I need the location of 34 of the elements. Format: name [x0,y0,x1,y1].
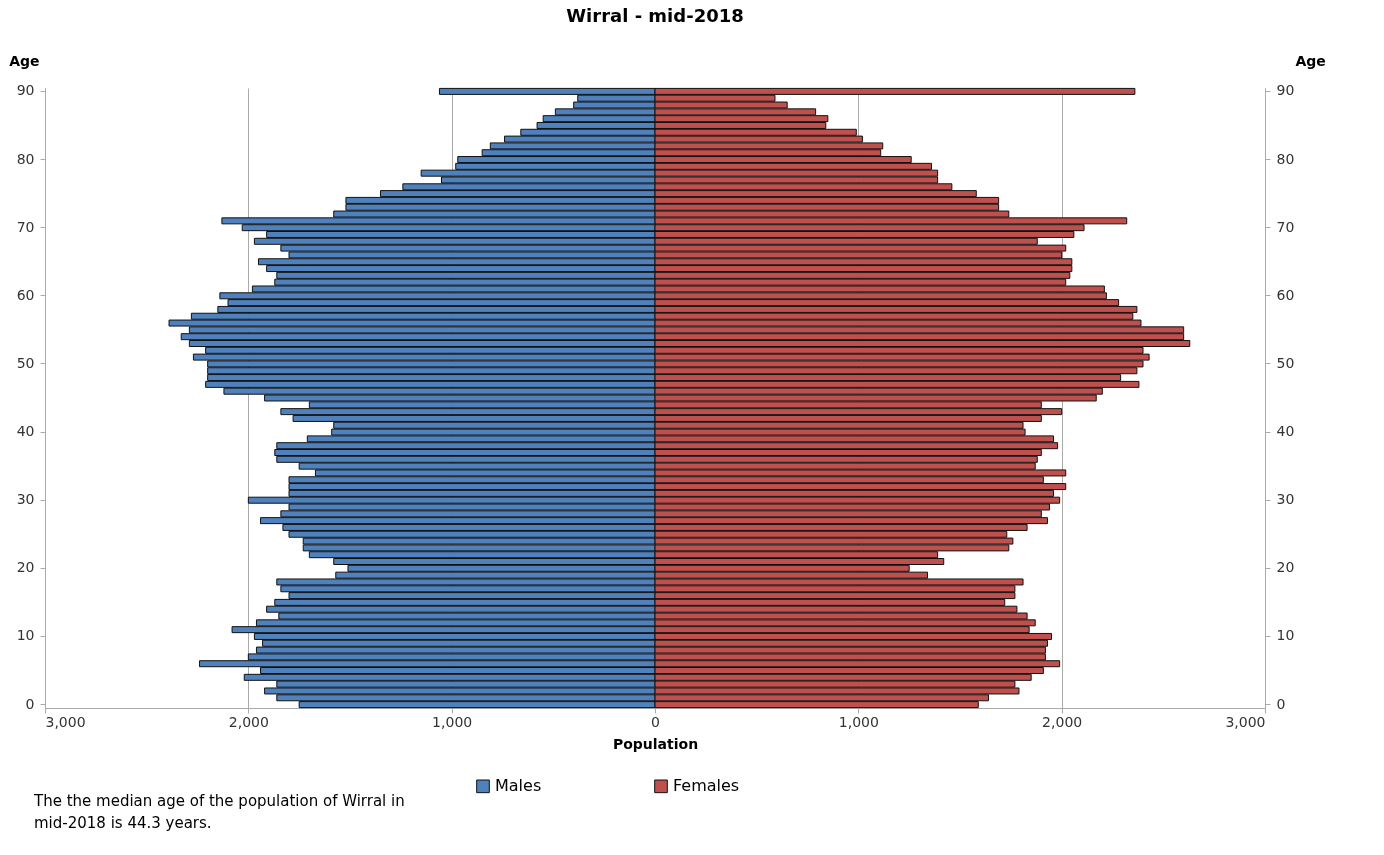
y-tick-label: 60 [16,286,35,303]
category-label: 60 [1276,286,1295,303]
y-tick-label: 40 [16,423,35,440]
category-label: 10 [1276,627,1295,644]
y-tick-label: 0 [25,695,35,712]
text: The the median age of the population of Wirral in mid-2018 is 44.3 years. [34,791,406,834]
y-tick-label: 30 [16,491,35,508]
category-label: 30 [1276,491,1295,508]
y-tick-label: 70 [16,218,35,235]
category-label: 0 [1276,695,1286,712]
x-tick-label: 2,000 [1042,713,1083,730]
category-label: 90 [1276,82,1295,99]
y-tick-label: 10 [16,627,35,644]
legend-label: Females [673,776,740,796]
chart-title: Wirral - mid-2018 [566,5,744,26]
y-axis-title: Age [9,52,40,69]
x-tick-label: 3,000 [45,713,86,730]
y2-axis-title: Age [1295,52,1326,69]
y-tick-label: 20 [16,559,35,576]
legend-label: Males [495,776,542,796]
x-tick-label: 0 [651,713,660,730]
y-tick-label: 80 [16,150,35,167]
x-tick-label: 1,000 [838,713,879,730]
x-axis-title: Population [612,735,699,752]
y-tick-label: 90 [16,82,35,99]
category-label: 50 [1276,354,1295,371]
x-tick-label: 3,000 [1225,713,1266,730]
y-tick-label: 50 [16,354,35,371]
category-label: 70 [1276,218,1295,235]
x-tick-label: 1,000 [432,713,473,730]
category-label: 20 [1276,559,1295,576]
x-tick-label: 2,000 [228,713,269,730]
category-label: 40 [1276,423,1295,440]
category-label: 80 [1276,150,1295,167]
